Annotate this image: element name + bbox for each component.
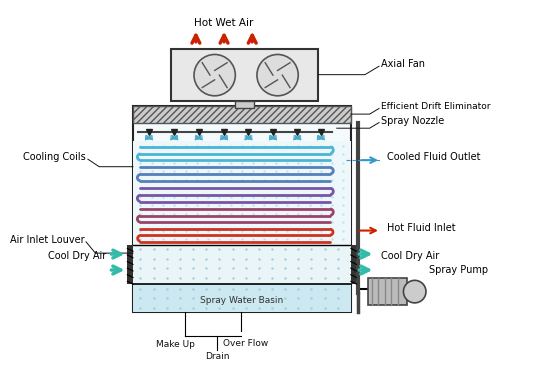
Text: Cool Dry Air: Cool Dry Air [49, 251, 107, 261]
Text: Over Flow: Over Flow [223, 339, 268, 347]
Text: Hot Wet Air: Hot Wet Air [194, 18, 254, 28]
Bar [170, 49, 318, 101]
Text: Efficient Drift Eliminator: Efficient Drift Eliminator [381, 102, 490, 111]
Text: Axial Fan: Axial Fan [381, 59, 425, 69]
Circle shape [404, 280, 426, 303]
Text: Spray Pump: Spray Pump [429, 265, 488, 275]
Bar [235, 101, 254, 108]
Text: Hot Fluid Inlet: Hot Fluid Inlet [386, 223, 455, 233]
Bar [127, 245, 133, 284]
Text: Spray Nozzle: Spray Nozzle [381, 116, 444, 126]
Text: Spray Water Basin: Spray Water Basin [200, 296, 283, 305]
Bar [133, 141, 351, 245]
Circle shape [194, 54, 235, 96]
Bar [368, 278, 407, 305]
Text: Make Up: Make Up [156, 340, 195, 349]
Bar [133, 106, 351, 312]
Text: Cooled Fluid Outlet: Cooled Fluid Outlet [386, 152, 480, 163]
Bar [133, 284, 351, 312]
Bar [133, 245, 351, 284]
Circle shape [257, 54, 298, 96]
Text: Drain: Drain [205, 352, 230, 361]
Text: Cooling Coils: Cooling Coils [23, 152, 86, 163]
Bar [133, 106, 351, 123]
Text: Air Inlet Louver: Air Inlet Louver [10, 235, 84, 245]
Bar [351, 245, 357, 284]
Text: Cool Dry Air: Cool Dry Air [381, 251, 439, 261]
